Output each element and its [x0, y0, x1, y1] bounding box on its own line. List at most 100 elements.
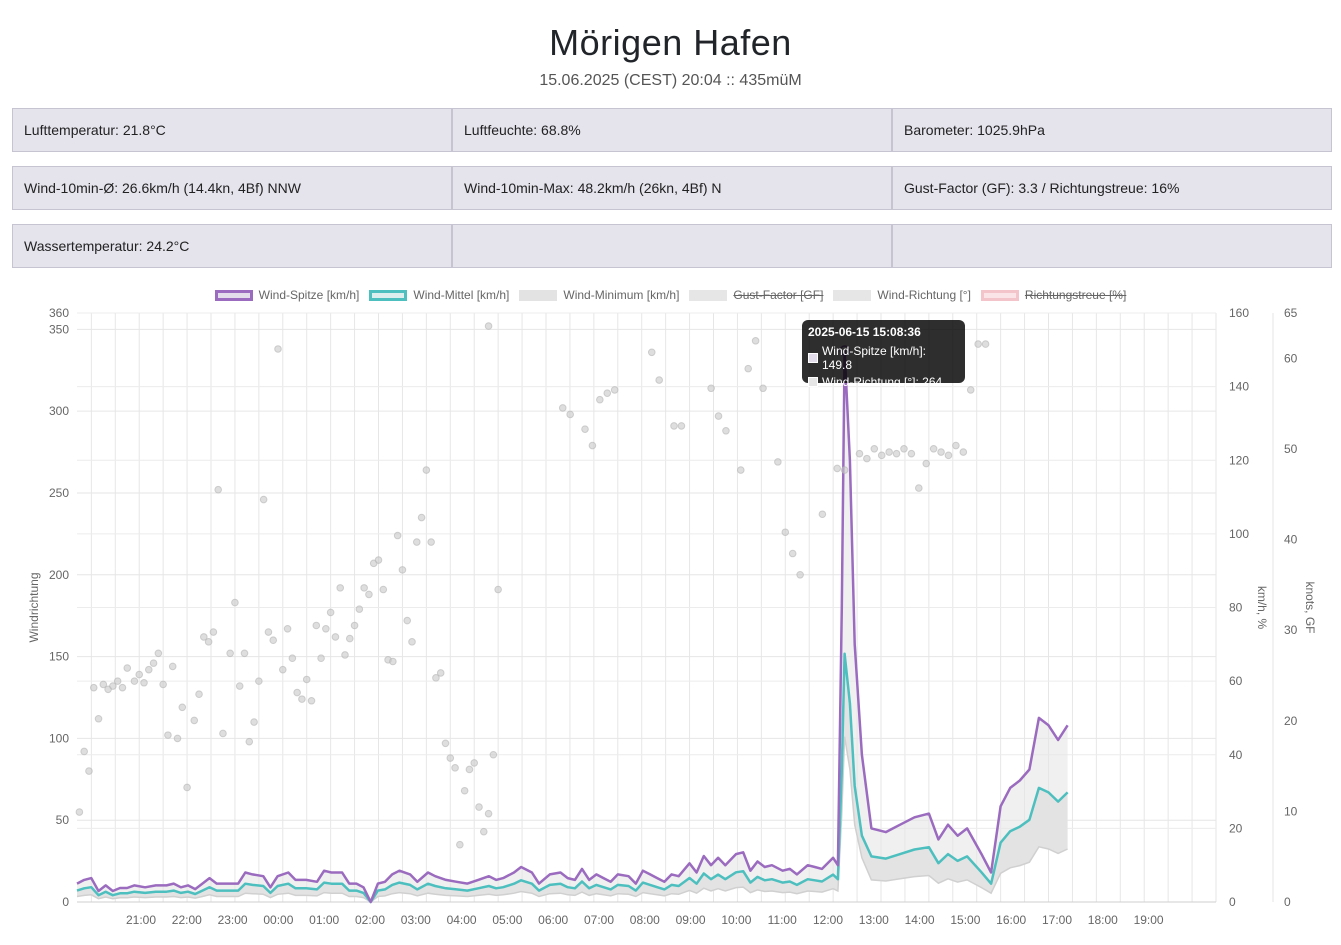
- x-tick-label: 14:00: [905, 913, 935, 927]
- y-tick-label: 50: [56, 813, 70, 827]
- y-tick-label: 0: [1284, 895, 1291, 909]
- wind-direction-point: [788, 549, 797, 558]
- wind-direction-point: [259, 495, 268, 504]
- stat-wind-max: Wind-10min-Max: 48.2km/h (26kn, 4Bf) N: [452, 166, 892, 210]
- wind-direction-point: [255, 677, 263, 685]
- legend-item[interactable]: Wind-Minimum [km/h]: [519, 288, 679, 302]
- wind-direction-point: [168, 662, 177, 671]
- stats-row: Wind-10min-Ø: 26.6km/h (14.4kn, 4Bf) NNW…: [12, 166, 1332, 210]
- wind-direction-point: [389, 657, 397, 666]
- stats-row: Wassertemperatur: 24.2°C: [12, 224, 1332, 268]
- x-tick-label: 05:00: [492, 913, 522, 927]
- wind-direction-point: [355, 605, 364, 613]
- wind-direction-point: [298, 695, 306, 703]
- wind-direction-point: [360, 584, 368, 592]
- legend-item[interactable]: Richtungstreue [%]: [980, 288, 1127, 302]
- wind-direction-point: [109, 682, 117, 690]
- wind-direction-point: [231, 598, 239, 607]
- wind-direction-point: [130, 677, 139, 685]
- wind-direction-point: [436, 669, 445, 677]
- wind-direction-point: [85, 767, 93, 775]
- x-tick-label: 10:00: [721, 913, 751, 927]
- wind-direction-point: [870, 444, 879, 453]
- y-tick-label: 60: [1229, 674, 1243, 688]
- wind-direction-point: [655, 376, 663, 384]
- legend-item[interactable]: Gust-Factor [GF]: [689, 288, 823, 302]
- wind-direction-point: [736, 466, 745, 474]
- legend-swatch: [980, 289, 1019, 301]
- wind-direction-point: [751, 337, 760, 345]
- x-tick-label: 11:00: [768, 913, 797, 927]
- x-tick-label: 07:00: [584, 913, 614, 927]
- wind-direction-point: [670, 422, 678, 430]
- wind-direction-point: [240, 649, 249, 658]
- wind-direction-point: [322, 624, 330, 633]
- y-tick-label: 0: [62, 895, 69, 909]
- legend-swatch: [369, 289, 408, 301]
- legend-label: Wind-Spitze [km/h]: [258, 288, 360, 302]
- wind-direction-point: [288, 654, 297, 663]
- wind-direction-point: [398, 566, 407, 574]
- wind-direction-point: [412, 538, 421, 546]
- x-tick-label: 01:00: [309, 913, 339, 927]
- stat-humidity: Luftfeuchte: 68.8%: [452, 108, 892, 152]
- legend-swatch: [519, 289, 558, 301]
- wind-direction-point: [307, 696, 316, 705]
- legend-item[interactable]: Wind-Spitze [km/h]: [214, 288, 360, 302]
- wind-direction-point: [326, 608, 335, 617]
- wind-direction-point: [558, 404, 567, 412]
- wind-direction-point: [302, 675, 311, 684]
- wind-direction-point: [190, 716, 199, 725]
- wind-direction-point: [173, 734, 182, 743]
- wind-direction-point: [484, 322, 493, 330]
- x-tick-label: 00:00: [263, 913, 293, 927]
- wind-direction-point: [427, 538, 435, 546]
- legend-label: Richtungstreue [%]: [1024, 288, 1127, 302]
- wind-direction-point: [219, 729, 227, 738]
- wind-direction-point: [596, 395, 604, 404]
- stats-row: Lufttemperatur: 21.8°C Luftfeuchte: 68.8…: [12, 108, 1332, 152]
- tooltip-swatch: [808, 377, 818, 387]
- wind-direction-point: [341, 651, 349, 659]
- wind-direction-point: [456, 840, 464, 849]
- wind-direction-point: [393, 531, 402, 540]
- wind-direction-point: [195, 690, 203, 699]
- wind-direction-point: [863, 454, 871, 463]
- tooltip-swatch: [808, 353, 818, 363]
- wind-direction-point: [164, 731, 172, 739]
- x-tick-label: 21:00: [126, 913, 156, 927]
- legend-item[interactable]: Wind-Richtung [°]: [833, 288, 971, 302]
- x-tick-label: 15:00: [950, 913, 980, 927]
- wind-direction-point: [379, 585, 388, 594]
- legend-swatch: [214, 289, 253, 301]
- x-tick-label: 02:00: [355, 913, 385, 927]
- y-tick-label: 20: [1229, 821, 1243, 835]
- wind-direction-point: [274, 345, 282, 353]
- wind-direction-point: [154, 649, 163, 658]
- wind-direction-point: [959, 448, 968, 456]
- legend-item[interactable]: Wind-Mittel [km/h]: [369, 288, 509, 302]
- wind-direction-point: [245, 737, 254, 746]
- wind-direction-point: [707, 384, 715, 393]
- wind-minimum-area: [77, 653, 1068, 902]
- wind-peak-area: [77, 350, 1068, 902]
- wind-direction-point: [209, 628, 218, 636]
- wind-direction-point: [99, 680, 108, 689]
- legend-swatch: [689, 289, 728, 301]
- wind-direction-point: [214, 485, 222, 494]
- wind-direction-point: [929, 444, 938, 453]
- tooltip-row: Wind-Spitze [km/h]: 149.8: [808, 344, 959, 372]
- wind-direction-point: [432, 674, 440, 682]
- y-tick-label: 80: [1229, 601, 1243, 615]
- wind-direction-point: [966, 386, 975, 394]
- y-tick-label: 40: [1284, 533, 1298, 547]
- x-tick-label: 08:00: [630, 913, 660, 927]
- wind-direction-point: [250, 718, 258, 726]
- wind-direction-point: [350, 621, 359, 630]
- wind-direction-point: [981, 340, 990, 348]
- wind-direction-point: [374, 556, 383, 564]
- wind-direction-point: [885, 448, 893, 456]
- wind-direction-point: [278, 665, 287, 674]
- wind-direction-point: [446, 754, 455, 762]
- wind-direction-point: [877, 451, 886, 460]
